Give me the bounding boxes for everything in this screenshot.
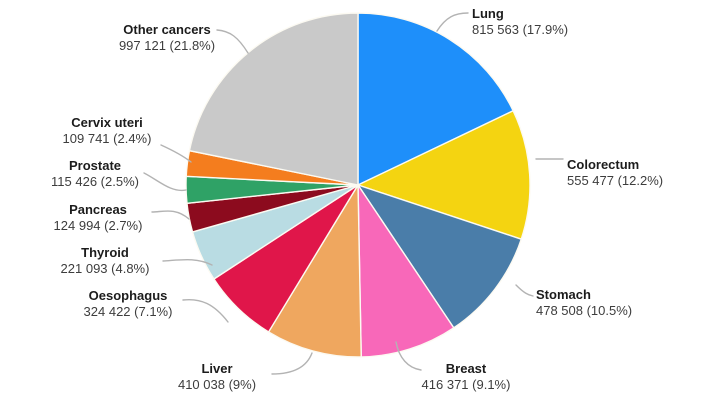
slice-label-title: Liver xyxy=(201,361,233,376)
pie-slice-colorectum xyxy=(357,110,531,240)
slice-label-value: 324 422 (7.1%) xyxy=(83,304,173,319)
leader-line-other-cancers xyxy=(216,29,249,54)
pie-slice-breast xyxy=(357,184,455,358)
slice-label-prostate: Prostate 115 426 (2.5%) xyxy=(30,158,160,190)
slice-label-title: Lung xyxy=(472,6,504,21)
slice-label-value: 555 477 (12.2%) xyxy=(567,173,664,188)
slice-label-title: Thyroid xyxy=(81,245,129,260)
leader-line-oesophagus xyxy=(182,298,229,323)
slice-label-title: Stomach xyxy=(536,287,591,302)
pie-slice-liver xyxy=(267,184,362,358)
slice-label-value: 478 508 (10.5%) xyxy=(536,303,633,318)
slice-label-title: Prostate xyxy=(68,158,122,173)
leader-line-liver xyxy=(271,352,313,375)
slice-label-other-cancers: Other cancers 997 121 (21.8%) xyxy=(102,22,232,54)
slice-label-value: 221 093 (4.8%) xyxy=(60,261,150,276)
slice-label-title: Cervix uteri xyxy=(71,115,143,130)
leader-line-stomach xyxy=(515,284,534,297)
slice-label-value: 815 563 (17.9%) xyxy=(472,22,569,37)
slice-label-value: 410 038 (9%) xyxy=(177,377,257,392)
slice-label-cervix-uteri: Cervix uteri 109 741 (2.4%) xyxy=(42,115,172,147)
slice-label-stomach: Stomach 478 508 (10.5%) xyxy=(536,287,632,319)
slice-label-thyroid: Thyroid 221 093 (4.8%) xyxy=(40,245,170,277)
leader-line-breast xyxy=(395,341,422,371)
slice-label-value: 997 121 (21.8%) xyxy=(118,38,216,53)
leader-line-cervix-uteri xyxy=(160,144,192,163)
leader-line-thyroid xyxy=(162,258,213,266)
slice-label-lung: Lung 815 563 (17.9%) xyxy=(472,6,568,38)
slice-label-value: 124 994 (2.7%) xyxy=(53,218,143,233)
leader-line-lung xyxy=(436,12,469,32)
slice-label-title: Breast xyxy=(445,361,487,376)
leader-line-pancreas xyxy=(151,210,190,220)
slice-label-title: Pancreas xyxy=(69,202,127,217)
leader-line-prostate xyxy=(143,172,187,192)
slice-label-value: 416 371 (9.1%) xyxy=(421,377,511,392)
pie-slice-stomach xyxy=(357,184,522,329)
slice-label-title: Oesophagus xyxy=(88,288,168,303)
slice-label-breast: Breast 416 371 (9.1%) xyxy=(408,361,524,393)
slice-label-liver: Liver 410 038 (9%) xyxy=(163,361,271,393)
slice-label-oesophagus: Oesophagus 324 422 (7.1%) xyxy=(58,288,198,320)
slice-label-value: 109 741 (2.4%) xyxy=(62,131,152,146)
pie-slice-lung xyxy=(357,12,514,186)
slice-label-title: Other cancers xyxy=(123,22,211,37)
pie-slice-other-cancers xyxy=(188,12,359,186)
slice-label-value: 115 426 (2.5%) xyxy=(51,174,139,189)
slice-label-colorectum: Colorectum 555 477 (12.2%) xyxy=(567,157,663,189)
slice-label-title: Colorectum xyxy=(567,157,640,172)
slice-label-pancreas: Pancreas 124 994 (2.7%) xyxy=(33,202,163,234)
